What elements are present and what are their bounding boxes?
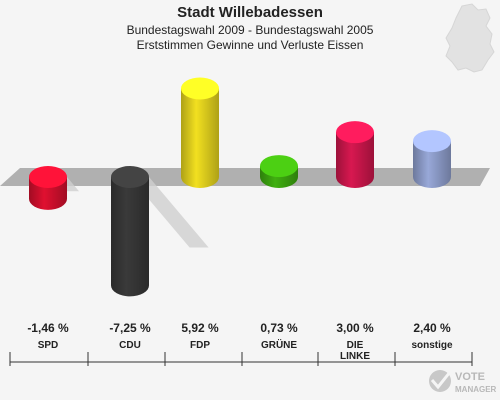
logo-text-manager: MANAGER <box>455 385 497 394</box>
bar-shadow-1 <box>130 177 209 248</box>
value-label-3: 0,73 % <box>260 321 298 335</box>
category-label-4-1: LINKE <box>340 351 370 362</box>
bar-sonstige <box>413 130 451 188</box>
chart-subtitle: Bundestagswahl 2009 - Bundestagswahl 200… <box>126 23 374 37</box>
value-label-0: -1,46 % <box>27 321 69 335</box>
bar-grüne <box>260 155 298 188</box>
category-label-5: sonstige <box>411 340 453 351</box>
value-labels: -1,46 % -7,25 % 5,92 % 0,73 % 3,00 % 2,40 % <box>27 321 451 335</box>
category-axis <box>9 352 473 366</box>
logo-text-vote: VOTE <box>455 371 485 383</box>
value-label-4: 3,00 % <box>336 321 374 335</box>
bar-spd <box>29 166 67 210</box>
vote-manager-logo: VOTE MANAGER <box>429 370 497 394</box>
bar-die-linke <box>336 121 374 188</box>
category-label-4-0: DIE <box>347 340 364 351</box>
value-label-5: 2,40 % <box>413 321 451 335</box>
category-label-2: FDP <box>190 340 210 351</box>
bar-fdp <box>181 77 219 188</box>
bars <box>29 77 451 297</box>
bar-cdu <box>111 166 149 297</box>
germany-map-icon <box>445 3 495 73</box>
category-label-3: GRÜNE <box>261 338 297 351</box>
chart-title: Stadt Willebadessen <box>177 4 323 21</box>
value-label-1: -7,25 % <box>109 321 151 335</box>
chart-subtitle-2: Erststimmen Gewinne und Verluste Eissen <box>136 38 364 52</box>
value-label-2: 5,92 % <box>181 321 219 335</box>
category-label-0: SPD <box>38 340 59 351</box>
category-label-1: CDU <box>119 340 141 351</box>
check-mark-icon <box>430 371 452 390</box>
